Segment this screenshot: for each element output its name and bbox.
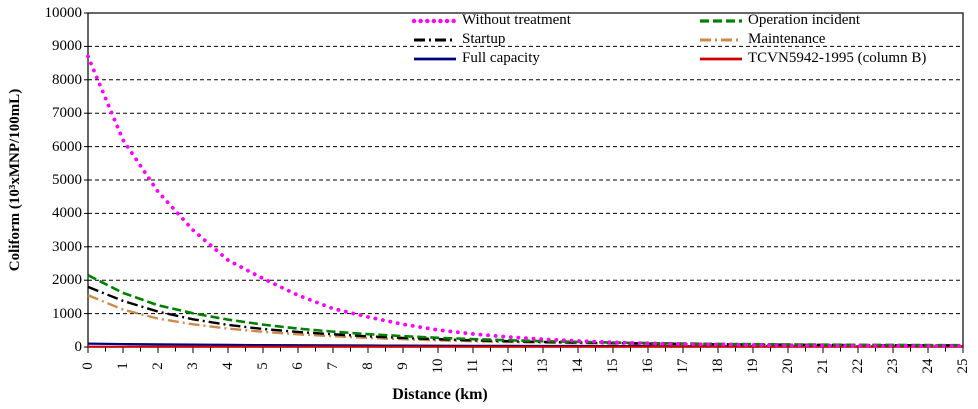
x-tick-label: 0: [80, 362, 96, 370]
legend-item-operation-incident: Operation incident: [698, 12, 926, 29]
legend-label-maintenance: Maintenance: [748, 31, 826, 47]
legend-marker-startup-icon: [414, 38, 456, 41]
legend-item-maintenance: Maintenance: [698, 31, 926, 48]
x-tick-label: 25: [955, 358, 971, 374]
legend-item-without-treatment: Without treatment: [412, 12, 698, 29]
y-tick-label: 10000: [44, 5, 83, 21]
x-tick-label: 1: [115, 362, 131, 370]
x-tick-label: 18: [710, 358, 726, 374]
y-tick-label: 9000: [52, 38, 82, 55]
x-tick-label: 17: [675, 358, 691, 374]
legend-label-full-capacity: Full capacity: [462, 50, 540, 66]
x-tick-label: 5: [255, 362, 271, 370]
x-tick-label: 7: [325, 362, 341, 370]
x-tick-label: 8: [360, 362, 376, 370]
legend-item-tcvn: TCVN5942-1995 (column B): [698, 50, 926, 67]
x-tick-label: 12: [500, 358, 516, 374]
legend-item-startup: Startup: [412, 31, 698, 48]
x-tick-label: 16: [640, 358, 656, 374]
series-line-operation-incident: [87, 274, 964, 347]
x-tick-label: 10: [430, 358, 446, 374]
legend-label-tcvn: TCVN5942-1995 (column B): [748, 50, 927, 66]
x-tick-label: 6: [290, 362, 306, 370]
legend-label-startup: Startup: [462, 31, 506, 47]
legend-marker-full-capacity-icon: [414, 57, 456, 60]
y-tick-label: 2000: [52, 272, 82, 289]
x-tick-label: 24: [920, 358, 936, 374]
x-tick-label: 22: [850, 358, 866, 374]
x-axis-title: Distance (km): [392, 386, 488, 403]
x-tick-label: 11: [465, 358, 481, 374]
x-tick-label: 9: [395, 362, 411, 370]
legend-marker-operation-incident-icon: [700, 18, 742, 23]
legend-label-operation-incident: Operation incident: [748, 12, 861, 28]
y-tick-label: 6000: [52, 138, 82, 155]
x-tick-label: 13: [535, 358, 551, 374]
y-tick-label: 1000: [52, 305, 82, 322]
y-tick-label: 7000: [52, 105, 82, 122]
x-tick-label: 23: [885, 358, 901, 374]
legend-marker-without-treatment-icon: [412, 18, 458, 23]
x-tick-label: 21: [815, 358, 831, 374]
y-tick-label: 5000: [52, 172, 82, 188]
x-tick-label: 15: [605, 358, 621, 374]
y-axis-title: Coliform (10³xMNP/100mL): [7, 88, 23, 272]
x-tick-label: 14: [570, 358, 586, 374]
y-tick-label: 0: [74, 339, 83, 355]
legend-marker-maintenance-icon: [700, 38, 742, 41]
legend-item-full-capacity: Full capacity: [412, 50, 698, 67]
legend-marker-tcvn-icon: [700, 57, 742, 60]
x-tick-label: 4: [220, 362, 236, 370]
y-tick-label: 8000: [52, 71, 82, 88]
x-tick-label: 3: [185, 362, 201, 370]
legend: Without treatment Operation incident Sta…: [412, 11, 926, 68]
x-tick-label: 19: [745, 358, 761, 374]
series-line-without-treatment: [86, 54, 965, 348]
x-tick-label: 2: [150, 362, 166, 370]
y-tick-label: 3000: [52, 238, 82, 255]
x-tick-label: 20: [780, 358, 796, 374]
y-tick-label: 4000: [52, 205, 82, 222]
legend-label-without-treatment: Without treatment: [462, 12, 571, 28]
